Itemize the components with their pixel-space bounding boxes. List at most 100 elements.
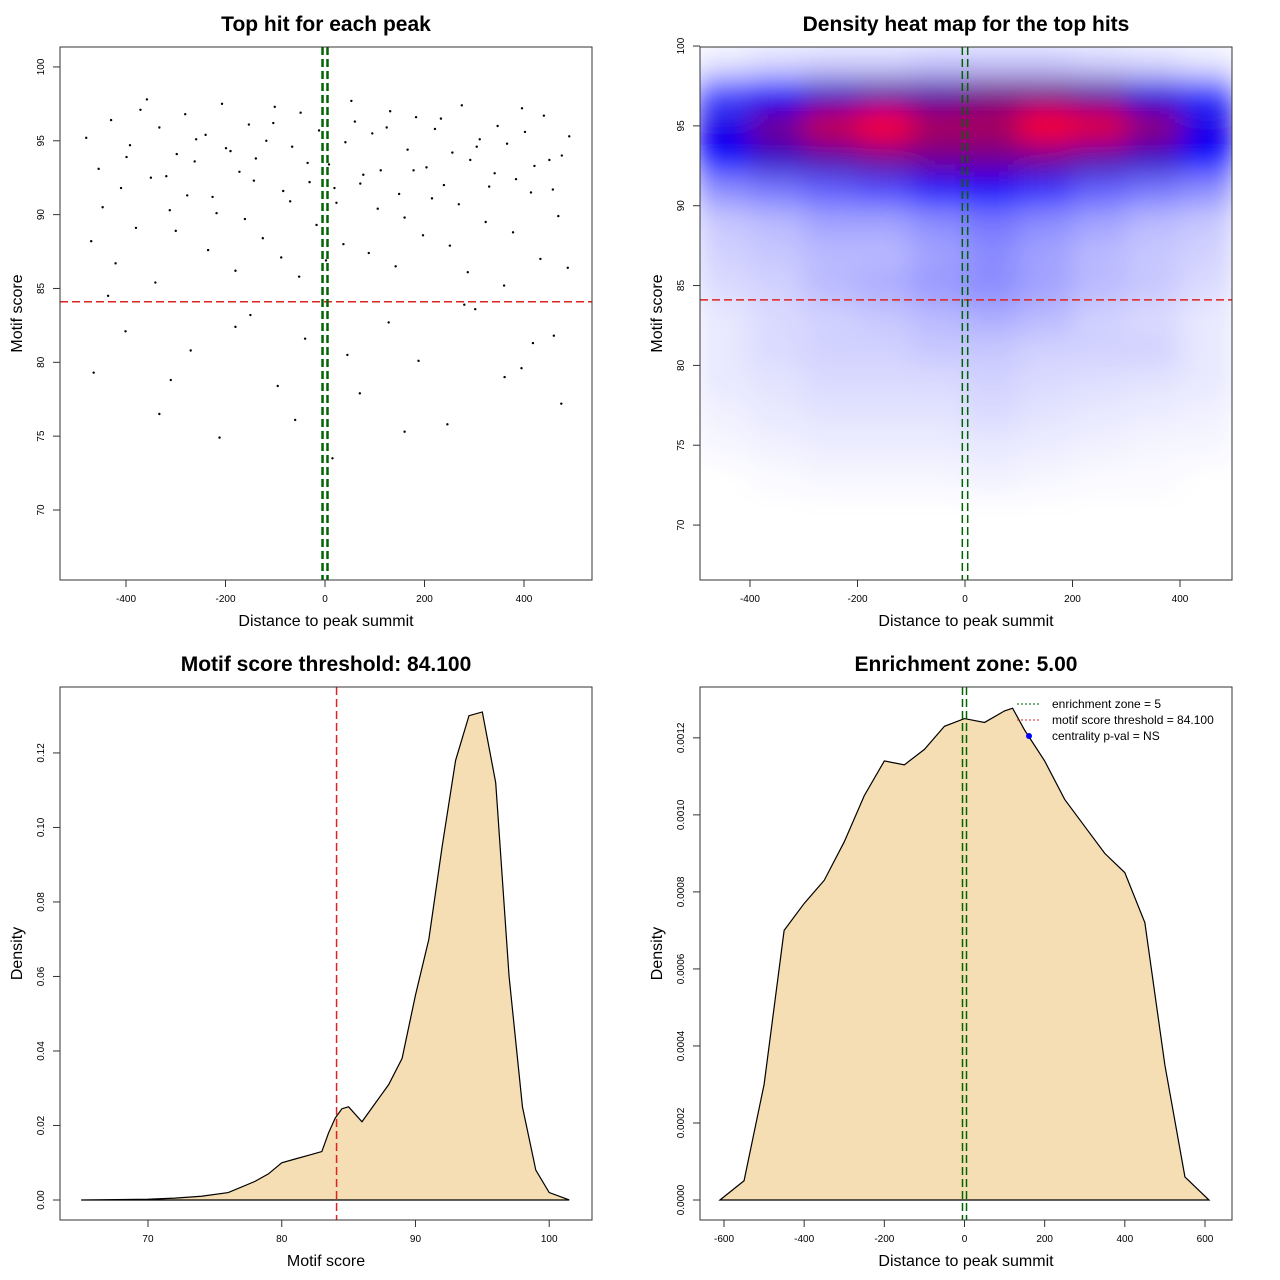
- heat-cell: [911, 429, 967, 463]
- heat-cell: [857, 109, 913, 143]
- point: [158, 126, 161, 129]
- heat-cell: [1126, 429, 1182, 463]
- point: [218, 436, 221, 439]
- point: [412, 169, 415, 172]
- heatmap-area: [700, 47, 1232, 495]
- point: [282, 189, 285, 193]
- panel: Enrichment zone: 5.00 Distance to peak su…: [649, 653, 1233, 1270]
- heat-cell: [857, 205, 913, 239]
- point: [299, 111, 302, 114]
- point: [388, 110, 392, 113]
- heat-cell: [1072, 205, 1128, 239]
- point: [520, 367, 523, 370]
- y-tick-label: 95: [676, 120, 687, 132]
- point: [327, 163, 331, 166]
- plot-frame: [699, 686, 1233, 1221]
- heat-cell: [965, 397, 1020, 431]
- point: [97, 167, 100, 171]
- point: [457, 203, 461, 206]
- point: [367, 251, 370, 255]
- y-tick-label: 0.0008: [676, 876, 687, 907]
- point: [175, 152, 178, 156]
- point: [276, 384, 279, 388]
- y-tick-label: 90: [676, 200, 687, 212]
- heat-cell: [749, 237, 805, 271]
- heat-cell: [1126, 109, 1182, 143]
- heat-cell: [1018, 141, 1074, 175]
- heat-cell: [857, 461, 913, 495]
- point: [342, 242, 345, 246]
- point: [297, 275, 301, 278]
- x-tick-label: 0: [962, 1234, 968, 1245]
- heat-cell: [803, 461, 859, 495]
- heat-cell: [1072, 365, 1128, 399]
- heat-cell: [803, 301, 859, 335]
- heat-cell: [700, 47, 751, 79]
- heat-cell: [700, 461, 751, 495]
- heat-cell: [1180, 397, 1232, 431]
- point: [406, 148, 409, 151]
- heat-cell: [749, 205, 805, 239]
- y-tick-label: 0.08: [36, 892, 47, 912]
- point: [303, 337, 307, 340]
- heat-cell: [1018, 461, 1074, 495]
- legend-symbol: [1026, 733, 1032, 739]
- panel: Motif score threshold: 84.100 Motif score…: [9, 653, 593, 1270]
- point: [101, 206, 104, 209]
- heat-cell: [1180, 237, 1232, 271]
- point: [211, 195, 214, 199]
- chart-title: Motif score threshold: 84.100: [181, 653, 472, 676]
- point: [109, 118, 113, 122]
- x-axis-label: Motif score: [287, 1253, 365, 1270]
- heat-cell: [1180, 429, 1232, 463]
- heat-cell: [1072, 429, 1128, 463]
- heat-cell: [749, 365, 805, 399]
- point: [379, 169, 382, 172]
- point: [487, 185, 491, 188]
- y-tick-label: 0.00: [36, 1190, 47, 1210]
- heat-cell: [700, 429, 751, 463]
- heat-cell: [749, 429, 805, 463]
- point: [169, 378, 172, 382]
- heat-cell: [1126, 461, 1182, 495]
- heat-cell: [803, 269, 859, 303]
- point: [520, 107, 524, 110]
- heat-cell: [700, 237, 751, 271]
- heat-cell: [911, 237, 967, 271]
- y-tick-label: 80: [36, 356, 47, 368]
- point: [106, 294, 110, 298]
- point: [265, 139, 268, 142]
- point: [261, 237, 265, 240]
- y-tick-label: 0.0012: [676, 722, 687, 753]
- point: [280, 256, 283, 259]
- heatmap-cells: [700, 47, 1232, 495]
- heat-cell: [700, 205, 751, 239]
- point: [359, 182, 362, 185]
- point: [154, 281, 157, 284]
- heat-cell: [1180, 365, 1232, 399]
- heat-cell: [1180, 205, 1232, 239]
- heat-cell: [749, 461, 805, 495]
- point: [206, 248, 210, 252]
- x-tick-label: 100: [541, 1234, 558, 1245]
- heat-cell: [911, 301, 967, 335]
- heat-cell: [1018, 109, 1074, 143]
- point: [220, 102, 224, 106]
- legend-label: motif score threshold = 84.100: [1052, 713, 1214, 727]
- heat-cell: [803, 109, 859, 143]
- heat-cell: [1180, 141, 1232, 175]
- point: [186, 194, 189, 197]
- heat-cell: [1180, 461, 1232, 495]
- point: [254, 157, 258, 160]
- heat-cell: [1126, 333, 1182, 367]
- y-tick-label: 75: [36, 430, 47, 442]
- density-area: [81, 711, 570, 1201]
- y-axis-label: Density: [9, 927, 26, 980]
- point: [397, 192, 401, 196]
- heat-cell: [1018, 301, 1074, 335]
- heat-cell: [1072, 173, 1128, 207]
- point: [548, 158, 551, 162]
- point: [442, 183, 446, 187]
- heat-cell: [803, 333, 859, 367]
